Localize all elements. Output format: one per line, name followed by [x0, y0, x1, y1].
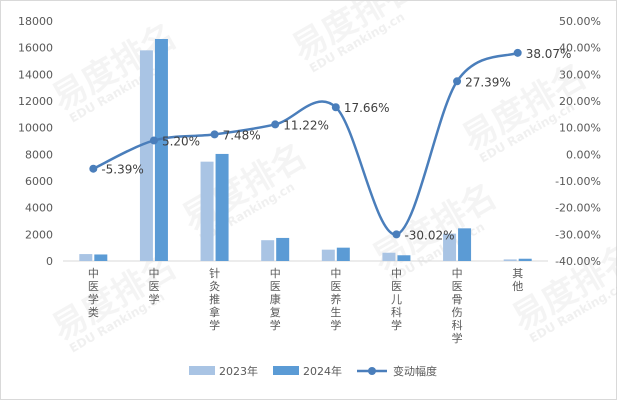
change-point-5 — [392, 230, 400, 238]
right-tick-label: 10.00% — [559, 122, 601, 135]
category-label-1: 中医学 — [148, 267, 159, 306]
bar-2024-7 — [519, 259, 532, 261]
left-tick-label: 6000 — [25, 175, 53, 188]
legend-label-1: 2024年 — [303, 364, 342, 378]
change-point-6 — [453, 77, 461, 85]
change-point-3 — [271, 120, 279, 128]
left-axis-ticks: 0 2000 4000 6000 8000 10000 12000 14000 16000 180… — [18, 15, 53, 268]
category-label-0: 中医学类 — [88, 267, 99, 319]
right-tick-label: -20.00% — [555, 202, 601, 215]
legend-label-0: 2023年 — [219, 364, 258, 378]
category-label-7: 其他 — [512, 267, 523, 293]
legend-line-marker — [368, 367, 376, 375]
bar-2023-0 — [79, 254, 92, 261]
left-tick-label: 0 — [46, 255, 53, 268]
left-tick-label: 16000 — [18, 42, 53, 55]
left-tick-label: 2000 — [25, 228, 53, 241]
category-label-4: 中医养生学 — [330, 267, 341, 332]
change-label-5: -30.02% — [404, 228, 454, 242]
bar-2023-3 — [261, 240, 274, 261]
bar-2023-5 — [382, 253, 395, 261]
right-tick-label: -10.00% — [555, 175, 601, 188]
bar-2024-3 — [276, 238, 289, 261]
legend-label-2: 变动幅度 — [393, 364, 437, 378]
change-point-1 — [150, 136, 158, 144]
left-tick-label: 18000 — [18, 15, 53, 28]
bar-2023-1 — [140, 50, 153, 261]
bar-2024-2 — [216, 154, 229, 261]
legend-swatch-1 — [273, 366, 299, 375]
category-labels: 中医学类 中医学 针灸推拿学 中医康复学 中医养生学 中医儿科学 中医骨伤科学 其他 — [88, 266, 523, 345]
bar-2024-5 — [397, 255, 410, 261]
change-label-1: 5.20% — [162, 134, 200, 148]
right-tick-label: -40.00% — [555, 255, 601, 268]
change-label-6: 27.39% — [465, 75, 511, 89]
bar-2024-1 — [155, 39, 168, 261]
change-point-7 — [514, 49, 522, 57]
category-label-3: 中医康复学 — [270, 267, 281, 332]
right-tick-label: 50.00% — [559, 15, 601, 28]
change-label-0: -5.39% — [101, 163, 143, 177]
change-label-7: 38.07% — [526, 47, 572, 61]
change-point-2 — [211, 130, 219, 138]
left-tick-label: 4000 — [25, 202, 53, 215]
right-tick-label: 30.00% — [559, 68, 601, 81]
left-tick-label: 10000 — [18, 122, 53, 135]
change-label-4: 17.66% — [344, 101, 390, 115]
change-point-0 — [89, 165, 97, 173]
bar-2023-2 — [201, 162, 214, 261]
left-tick-label: 14000 — [18, 68, 53, 81]
bar-2023-7 — [504, 259, 517, 261]
bar-2024-6 — [458, 228, 471, 261]
legend-swatch-0 — [189, 366, 215, 375]
bar-2023-4 — [322, 250, 335, 261]
category-label-6: 中医骨伤科学 — [452, 267, 463, 345]
left-tick-label: 8000 — [25, 148, 53, 161]
change-label-3: 11.22% — [283, 118, 329, 132]
category-label-5: 中医儿科学 — [391, 267, 402, 332]
legend: 2023年 2024年 变动幅度 — [189, 364, 437, 378]
change-point-4 — [332, 103, 340, 111]
right-tick-label: 20.00% — [559, 95, 601, 108]
bar-2024-0 — [94, 254, 107, 261]
left-tick-label: 12000 — [18, 95, 53, 108]
change-label-2: 7.48% — [223, 128, 261, 142]
bar-2024-4 — [337, 248, 350, 261]
right-tick-label: 0.00% — [566, 148, 601, 161]
right-tick-label: -30.00% — [555, 228, 601, 241]
category-label-2: 针灸推拿学 — [209, 266, 220, 332]
